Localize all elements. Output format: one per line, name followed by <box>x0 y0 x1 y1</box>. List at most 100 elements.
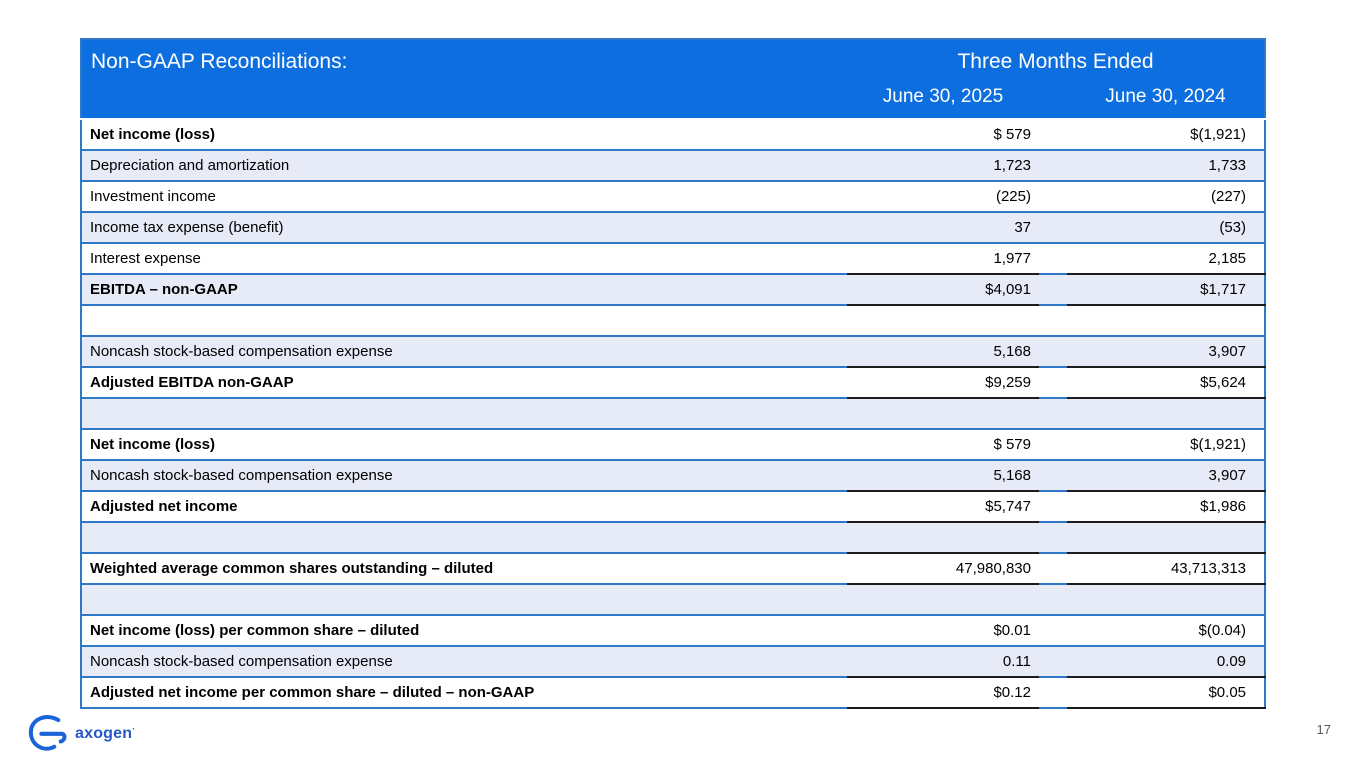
value-june-30-2024 <box>1067 583 1266 615</box>
row-label <box>81 304 847 336</box>
column-gap-cell <box>1039 149 1067 181</box>
page-number: 17 <box>1316 722 1331 737</box>
row-label: EBITDA – non-GAAP <box>81 273 847 305</box>
table-row: Noncash stock-based compensation expense… <box>81 459 1266 491</box>
value-june-30-2025 <box>847 304 1039 336</box>
table-row-empty <box>81 521 1266 553</box>
row-label: Interest expense <box>81 242 847 274</box>
value-june-30-2025: $4,091 <box>847 273 1039 305</box>
value-june-30-2024: $(1,921) <box>1067 428 1266 460</box>
row-label: Weighted average common shares outstandi… <box>81 552 847 584</box>
table-row: Interest expense 1,977 2,185 <box>81 242 1266 274</box>
column-gap-cell <box>1039 273 1067 305</box>
value-june-30-2025: 5,168 <box>847 459 1039 491</box>
row-label: Noncash stock-based compensation expense <box>81 645 847 677</box>
column-gap-cell <box>1039 521 1067 553</box>
row-label: Adjusted EBITDA non-GAAP <box>81 366 847 398</box>
table-row: Noncash stock-based compensation expense… <box>81 645 1266 677</box>
column-gap-cell <box>1039 118 1067 150</box>
value-june-30-2024 <box>1067 521 1266 553</box>
table-row: Net income (loss) $ 579 $(1,921) <box>81 118 1266 150</box>
row-label: Net income (loss) <box>81 428 847 460</box>
column-gap-cell <box>1039 180 1067 212</box>
column-gap-cell <box>1039 428 1067 460</box>
value-june-30-2024: 2,185 <box>1067 242 1266 274</box>
table-row: Adjusted EBITDA non-GAAP $9,259 $5,624 <box>81 366 1266 398</box>
value-june-30-2024: $1,717 <box>1067 273 1266 305</box>
column-gap-cell <box>1039 304 1067 336</box>
row-label: Depreciation and amortization <box>81 149 847 181</box>
column-gap-cell <box>1039 242 1067 274</box>
value-june-30-2024: 0.09 <box>1067 645 1266 677</box>
value-june-30-2024: 3,907 <box>1067 459 1266 491</box>
value-june-30-2024: $5,624 <box>1067 366 1266 398</box>
value-june-30-2024: 1,733 <box>1067 149 1266 181</box>
value-june-30-2024 <box>1067 397 1266 429</box>
table-row: EBITDA – non-GAAP $4,091 $1,717 <box>81 273 1266 305</box>
column-gap-cell <box>1039 583 1067 615</box>
row-label: Adjusted net income <box>81 490 847 522</box>
value-june-30-2024: $1,986 <box>1067 490 1266 522</box>
value-june-30-2025: 1,723 <box>847 149 1039 181</box>
column-gap-cell <box>1039 397 1067 429</box>
header-gap-cell <box>1039 82 1067 119</box>
table-row: Net income (loss) $ 579 $(1,921) <box>81 428 1266 460</box>
axogen-logo-icon <box>28 715 67 751</box>
logo-reg-mark: · <box>132 723 136 734</box>
value-june-30-2025 <box>847 397 1039 429</box>
period-header: Three Months Ended <box>847 39 1266 82</box>
value-june-30-2025: 47,980,830 <box>847 552 1039 584</box>
column-gap-cell <box>1039 459 1067 491</box>
value-june-30-2025 <box>847 521 1039 553</box>
table-body: Net income (loss) $ 579 $(1,921) Depreciati… <box>81 118 1266 709</box>
row-label: Investment income <box>81 180 847 212</box>
table-row-empty <box>81 397 1266 429</box>
non-gaap-reconciliation-table: Non-GAAP Reconciliations: Three Months E… <box>80 38 1267 709</box>
value-june-30-2025: (225) <box>847 180 1039 212</box>
table-row-empty <box>81 304 1266 336</box>
column-gap-cell <box>1039 645 1067 677</box>
table-row: Adjusted net income $5,747 $1,986 <box>81 490 1266 522</box>
value-june-30-2024: $0.05 <box>1067 676 1266 709</box>
table-row: Net income (loss) per common share – dil… <box>81 614 1266 646</box>
column-gap-cell <box>1039 490 1067 522</box>
table-row: Adjusted net income per common share – d… <box>81 676 1266 709</box>
row-label <box>81 583 847 615</box>
row-label: Adjusted net income per common share – d… <box>81 676 847 708</box>
value-june-30-2025: $5,747 <box>847 490 1039 522</box>
column-gap-cell <box>1039 676 1067 708</box>
value-june-30-2024: $(1,921) <box>1067 118 1266 150</box>
value-june-30-2025: $0.01 <box>847 614 1039 646</box>
value-june-30-2025: $9,259 <box>847 366 1039 398</box>
axogen-logo: axogen· <box>26 714 135 752</box>
value-june-30-2025: 37 <box>847 211 1039 243</box>
row-label <box>81 521 847 553</box>
table-row-empty <box>81 583 1266 615</box>
value-june-30-2025 <box>847 583 1039 615</box>
row-label: Net income (loss) per common share – dil… <box>81 614 847 646</box>
table-row: Depreciation and amortization 1,723 1,733 <box>81 149 1266 181</box>
value-june-30-2025: $ 579 <box>847 428 1039 460</box>
value-june-30-2025: $0.12 <box>847 676 1039 709</box>
value-june-30-2024: (227) <box>1067 180 1266 212</box>
column-gap-cell <box>1039 614 1067 646</box>
table-row: Noncash stock-based compensation expense… <box>81 335 1266 367</box>
table-title: Non-GAAP Reconciliations: <box>81 39 847 82</box>
column-header-2024: June 30, 2024 <box>1067 82 1266 119</box>
row-label: Noncash stock-based compensation expense <box>81 459 847 491</box>
row-label: Noncash stock-based compensation expense <box>81 335 847 367</box>
value-june-30-2025: $ 579 <box>847 118 1039 150</box>
axogen-wordmark: axogen· <box>75 723 136 742</box>
header-spacer-cell <box>81 82 847 119</box>
column-gap-cell <box>1039 366 1067 398</box>
row-label: Net income (loss) <box>81 118 847 150</box>
value-june-30-2024 <box>1067 304 1266 336</box>
row-label: Income tax expense (benefit) <box>81 211 847 243</box>
value-june-30-2024: 3,907 <box>1067 335 1266 367</box>
table-row: Weighted average common shares outstandi… <box>81 552 1266 584</box>
column-gap-cell <box>1039 335 1067 367</box>
column-header-2025: June 30, 2025 <box>847 82 1039 119</box>
column-gap-cell <box>1039 552 1067 584</box>
row-label <box>81 397 847 429</box>
